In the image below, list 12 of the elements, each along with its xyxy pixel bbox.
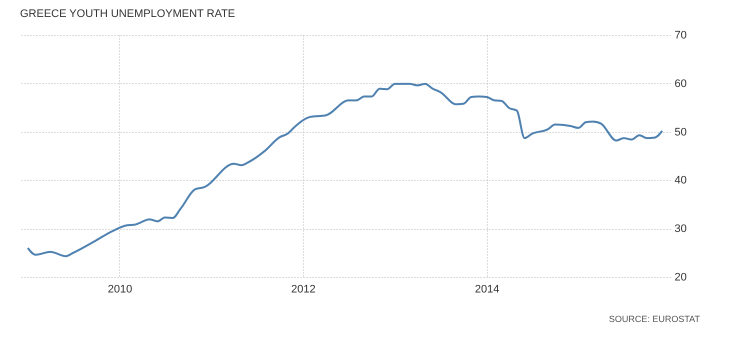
y-tick-label: 50 (674, 126, 687, 138)
y-tick-label: 20 (674, 272, 687, 284)
source-note: SOURCE: EUROSTAT (608, 314, 700, 324)
y-tick-label: 40 (674, 174, 687, 187)
x-tick-label: 2010 (108, 284, 132, 296)
x-tick-label: 2012 (291, 284, 316, 296)
y-tick-label: 60 (674, 78, 687, 90)
line-series (26, 82, 664, 258)
x-tick-label: 2014 (474, 284, 500, 296)
chart-title: GREECE YOUTH UNEMPLOYMENT RATE (20, 8, 236, 20)
y-tick-label: 70 (674, 30, 687, 42)
y-tick-label: 30 (674, 223, 687, 236)
